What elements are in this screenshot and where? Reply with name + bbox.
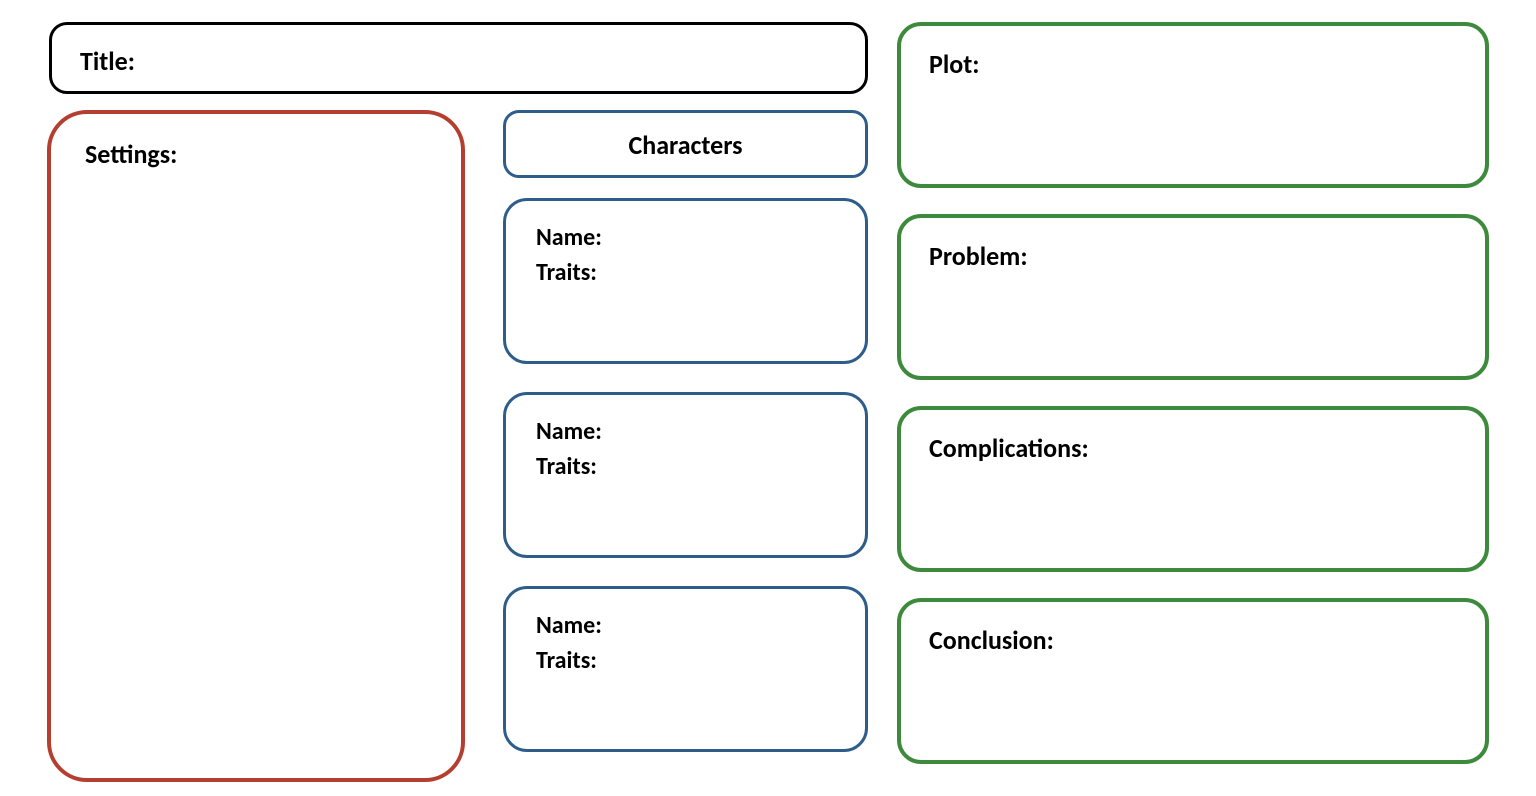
conclusion-label: Conclusion: [929, 624, 1485, 656]
title-label: Title: [80, 45, 865, 77]
problem-box: Problem: [897, 214, 1489, 380]
character3-traits-label: Traits: [536, 646, 865, 675]
complications-label: Complications: [929, 432, 1485, 464]
title-box: Title: [49, 22, 868, 94]
character2-traits-label: Traits: [536, 452, 865, 481]
plot-label: Plot: [929, 48, 1485, 80]
complications-box: Complications: [897, 406, 1489, 572]
characters-header-box: Characters [503, 110, 868, 178]
character3-name-label: Name: [536, 611, 865, 640]
characters-header-label: Characters [506, 129, 865, 161]
character1-traits-label: Traits: [536, 258, 865, 287]
plot-box: Plot: [897, 22, 1489, 188]
conclusion-box: Conclusion: [897, 598, 1489, 764]
character-box-3: Name: Traits: [503, 586, 868, 752]
character-box-2: Name: Traits: [503, 392, 868, 558]
problem-label: Problem: [929, 240, 1485, 272]
settings-box: Settings: [47, 110, 465, 782]
character1-name-label: Name: [536, 223, 865, 252]
character2-name-label: Name: [536, 417, 865, 446]
character-box-1: Name: Traits: [503, 198, 868, 364]
settings-label: Settings: [85, 138, 461, 170]
